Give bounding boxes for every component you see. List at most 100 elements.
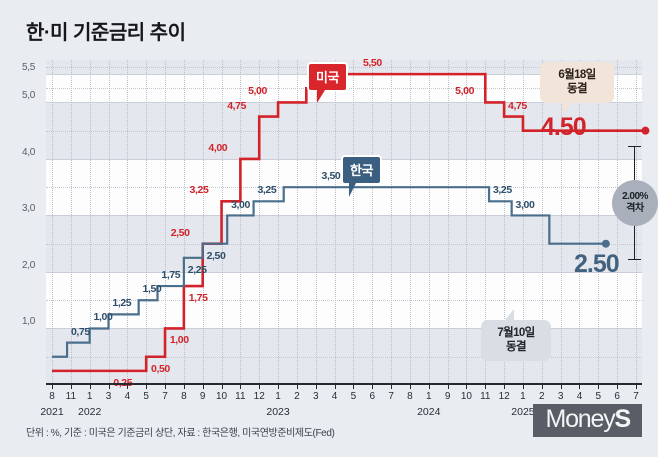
x-axis-month-label: 3 [557, 391, 564, 402]
x-axis-tick [409, 385, 411, 389]
x-axis-month-label: 11 [235, 391, 246, 402]
data-value-label: 1,00 [169, 334, 189, 347]
x-axis-year-label: 2022 [77, 406, 102, 418]
data-value-label: 5,00 [455, 85, 475, 98]
chart-vertical-gridline [52, 60, 53, 385]
chart-vertical-gridline [315, 60, 317, 385]
chart-vertical-gridline [108, 60, 110, 385]
legend-badge-kr-label: 한국 [350, 163, 373, 178]
x-axis-tick [428, 385, 430, 389]
data-value-label: 4,75 [227, 99, 247, 112]
data-value-label: 1,50 [142, 283, 162, 296]
x-axis-year-label: 2023 [266, 406, 290, 418]
x-axis-tick [315, 385, 317, 389]
chart-vertical-gridline [579, 60, 581, 385]
data-value-label: 2,50 [206, 249, 226, 262]
chart-vertical-gridline [560, 60, 562, 385]
x-axis-tick [202, 385, 204, 389]
x-axis-month-label: 4 [331, 391, 338, 402]
data-value-label: 3,25 [257, 184, 277, 197]
logo-text-accent: S [614, 405, 632, 433]
data-value-label: 3,00 [515, 199, 535, 212]
x-axis-year-label: 2024 [417, 406, 441, 418]
x-axis-tick [108, 385, 110, 389]
x-axis-month-label: 1 [275, 391, 281, 402]
chart-vertical-gridline [598, 60, 600, 385]
x-axis-month-label: 7 [162, 391, 168, 402]
x-axis-tick [52, 385, 53, 389]
chart-series-lines [52, 72, 650, 373]
chart-minor-gridline [46, 243, 642, 245]
y-axis-label: 5,5 [22, 62, 36, 74]
y-axis-label: 5,0 [22, 90, 36, 102]
chart-minor-gridline [46, 130, 642, 132]
x-axis-tick [579, 385, 581, 389]
series-line-us [52, 72, 646, 373]
callout-us-tail [562, 103, 571, 115]
chart-vertical-gridline [146, 60, 148, 385]
x-axis-month-label: 9 [199, 391, 206, 402]
x-axis-month-label: 5 [350, 391, 357, 402]
x-axis-tick [353, 385, 355, 389]
x-axis-tick [541, 385, 543, 389]
chart-vertical-gridline [409, 60, 411, 385]
gap-cap-top [628, 146, 641, 147]
callout-kr-tail [505, 309, 514, 320]
x-axis-tick [372, 385, 374, 389]
chart-vertical-gridline [240, 60, 242, 385]
x-axis-tick [183, 385, 185, 389]
chart-vertical-gridline [353, 60, 355, 385]
x-axis-month-label: 6 [614, 391, 620, 402]
x-axis-month-label: 11 [480, 391, 491, 402]
x-axis-year-label: 2021 [40, 406, 64, 418]
x-axis-month-label: 10 [460, 391, 472, 402]
x-axis-month-label: 12 [498, 391, 510, 402]
x-axis-tick [165, 385, 167, 389]
series-line-kr [52, 186, 606, 358]
x-axis-month-label: 4 [576, 391, 583, 402]
x-axis-month-label: 1 [425, 391, 432, 402]
data-value-label: 1,25 [112, 297, 132, 310]
chart-x-axis [46, 383, 642, 385]
chart-vertical-gridline [278, 60, 280, 385]
x-axis-month-label: 10 [215, 391, 228, 402]
data-value-label: 1,00 [93, 311, 113, 324]
legend-badge-kr: 한국 [341, 155, 382, 197]
x-axis-month-label: 8 [407, 391, 413, 402]
chart-vertical-gridline [202, 60, 204, 385]
chart-vertical-gridline [391, 60, 393, 385]
x-axis-month-label: 6 [369, 391, 376, 402]
data-value-label: 3,00 [231, 199, 250, 212]
footnote: 단위 : %, 기준 : 미국은 기준금리 상단, 자료 : 한국은행, 미국연… [26, 428, 335, 439]
x-axis-tick [296, 385, 298, 389]
x-axis-tick [522, 385, 524, 389]
x-axis-month-label: 3 [105, 391, 112, 402]
data-value-label: 3,25 [189, 184, 209, 197]
gap-line2: 격차 [626, 203, 644, 214]
x-axis-month-label: 5 [595, 391, 602, 402]
x-axis-tick [89, 385, 91, 389]
callout-us-freeze: 6월18일 동결 [540, 62, 614, 115]
series-endpoint-us [641, 126, 650, 135]
x-axis-year-label: 2025 [511, 406, 535, 418]
data-value-label: 4,00 [208, 141, 228, 154]
chart-major-gridline [46, 271, 642, 273]
x-axis-month-label: 2 [539, 391, 545, 402]
chart-vertical-gridline [522, 60, 524, 385]
data-value-label: 0,50 [151, 362, 170, 375]
chart-vertical-gridline [428, 60, 430, 385]
x-axis-month-label: 1 [86, 391, 93, 402]
chart-vertical-gridline [466, 60, 468, 385]
series-endpoint-kr [601, 239, 610, 248]
chart-vertical-gridline [89, 60, 91, 385]
brand-logo: MoneyS [533, 404, 642, 437]
x-axis-tick [598, 385, 600, 389]
chart-vertical-gridline [617, 60, 619, 385]
final-value-kr: 2.50 [574, 250, 620, 278]
x-axis-tick [70, 385, 72, 389]
chart-vertical-gridline [296, 60, 298, 385]
chart-major-gridline [46, 102, 642, 104]
chart-vertical-gridline [70, 60, 72, 385]
x-axis-tick [278, 385, 280, 389]
